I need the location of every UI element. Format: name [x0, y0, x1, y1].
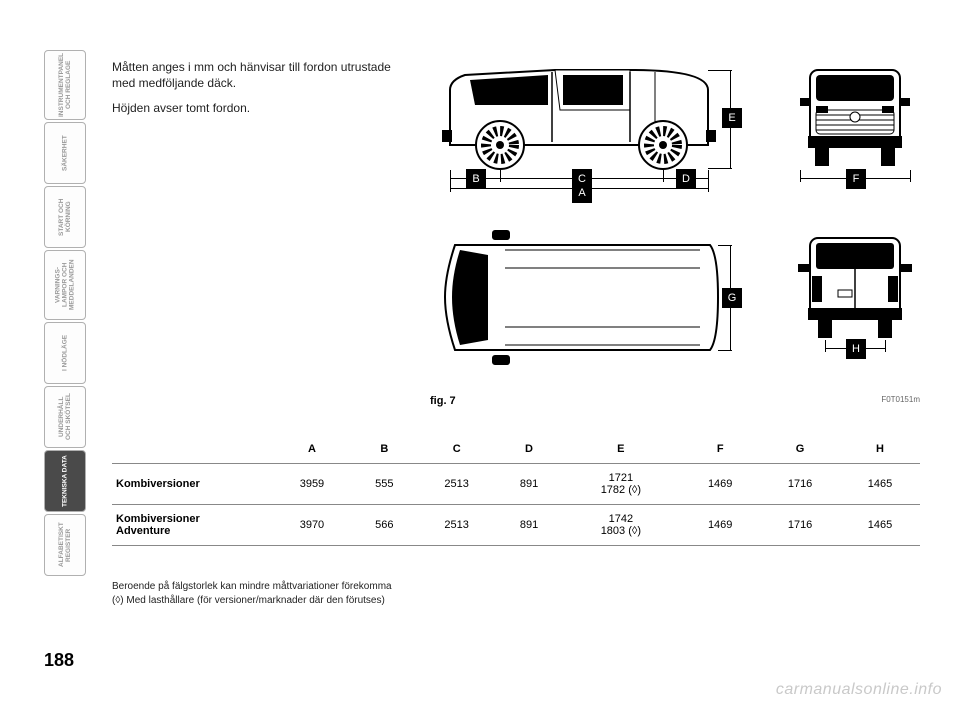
front-view: F [790, 50, 920, 200]
side-tabs: INSTRUMENTPANEL OCH REGLAGE SÄKERHET STA… [44, 50, 86, 578]
tab-register[interactable]: ALFABETISKT REGISTER [44, 514, 86, 576]
top-view: G [430, 220, 770, 375]
dim-label-h: H [846, 339, 866, 359]
th-b: B [352, 435, 417, 464]
th-c: C [417, 435, 497, 464]
tab-tekniska[interactable]: TEKNISKA DATA [44, 450, 86, 512]
dim-label-g: G [722, 288, 742, 308]
cell: 3959 [272, 464, 352, 505]
th-g: G [760, 435, 840, 464]
intro-text: Måtten anges i mm och hänvisar till ford… [112, 60, 412, 127]
intro-p1: Måtten anges i mm och hänvisar till ford… [112, 60, 412, 91]
cell: 1469 [680, 505, 760, 546]
cell: 891 [497, 464, 562, 505]
cell: 1742 1803 (◊) [561, 505, 680, 546]
th-e: E [561, 435, 680, 464]
dim-label-b: B [466, 169, 486, 189]
tab-start[interactable]: START OCH KÖRNING [44, 186, 86, 248]
page-root: INSTRUMENTPANEL OCH REGLAGE SÄKERHET STA… [0, 0, 960, 709]
th-h: H [840, 435, 920, 464]
tab-varnings[interactable]: VARNINGS- LAMPOR OCH MEDDELANDEN [44, 250, 86, 320]
dimensions-table: A B C D E F G H Kombiversioner 3959 555 … [112, 435, 920, 546]
cell: 1469 [680, 464, 760, 505]
cell: 891 [497, 505, 562, 546]
intro-p2: Höjden avser tomt fordon. [112, 101, 412, 117]
cell: 2513 [417, 505, 497, 546]
dim-label-e: E [722, 108, 742, 128]
cell: 1716 [760, 464, 840, 505]
row-name: Kombiversioner Adventure [112, 505, 272, 546]
footnote-2: (◊) Med lasthållare (för versioner/markn… [112, 594, 392, 608]
table-header-row: A B C D E F G H [112, 435, 920, 464]
table-row: Kombiversioner 3959 555 2513 891 1721 17… [112, 464, 920, 505]
cell: 1465 [840, 464, 920, 505]
cell: 566 [352, 505, 417, 546]
tab-instrumentpanel[interactable]: INSTRUMENTPANEL OCH REGLAGE [44, 50, 86, 120]
dim-label-d: D [676, 169, 696, 189]
tab-underhall[interactable]: UNDERHÅLL OCH SKÖTSEL [44, 386, 86, 448]
tab-sakerhet[interactable]: SÄKERHET [44, 122, 86, 184]
cell: 1465 [840, 505, 920, 546]
cell: 3970 [272, 505, 352, 546]
cell: 2513 [417, 464, 497, 505]
table-row: Kombiversioner Adventure 3970 566 2513 8… [112, 505, 920, 546]
vehicle-diagram: B C D A E [430, 50, 920, 385]
footnote-1: Beroende på fälgstorlek kan mindre måttv… [112, 580, 392, 594]
row-name: Kombiversioner [112, 464, 272, 505]
cell: 1716 [760, 505, 840, 546]
page-number: 188 [44, 650, 74, 671]
th-d: D [497, 435, 562, 464]
cell: 555 [352, 464, 417, 505]
th-name [112, 435, 272, 464]
dim-label-f: F [846, 169, 866, 189]
footnotes: Beroende på fälgstorlek kan mindre måttv… [112, 580, 392, 608]
watermark: carmanualsonline.info [776, 681, 942, 699]
cell: 1721 1782 (◊) [561, 464, 680, 505]
figure-code: F0T0151m [881, 395, 920, 404]
rear-view: H [790, 220, 920, 375]
dim-label-a: A [572, 183, 592, 203]
tab-nodlage[interactable]: I NÖDLÄGE [44, 322, 86, 384]
th-f: F [680, 435, 760, 464]
side-view: B C D A E [430, 50, 770, 200]
th-a: A [272, 435, 352, 464]
figure-caption: fig. 7 [430, 395, 456, 407]
